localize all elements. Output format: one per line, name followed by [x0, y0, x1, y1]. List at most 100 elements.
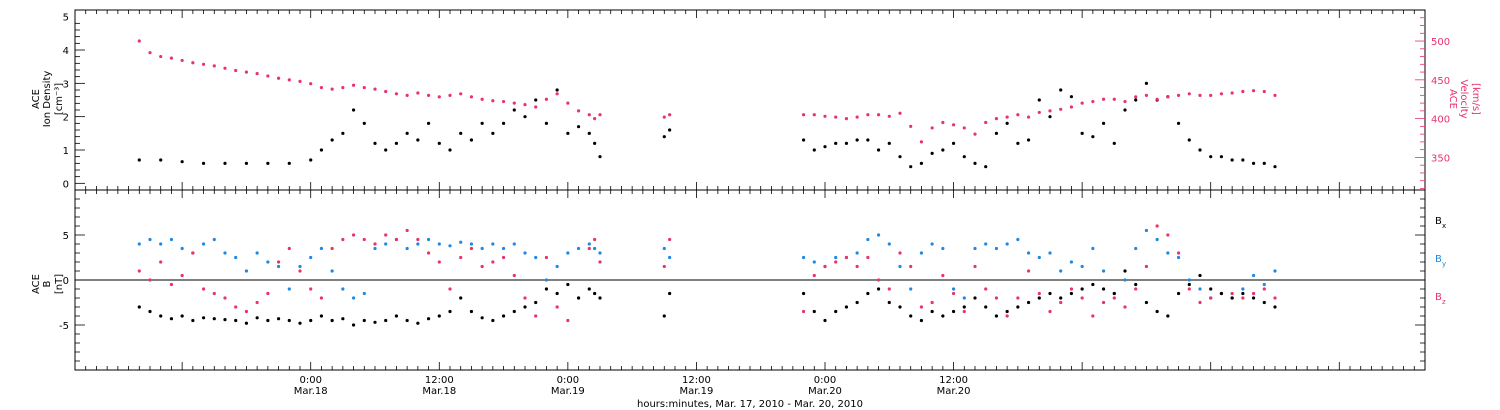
- bz-point: [1251, 291, 1256, 296]
- bz-point: [898, 251, 902, 255]
- velocity-point: [919, 140, 924, 144]
- bx-point: [148, 309, 152, 314]
- velocity-point: [973, 132, 977, 136]
- velocity-point: [501, 99, 506, 104]
- bz-point: [844, 255, 849, 260]
- velocity-point: [866, 113, 870, 117]
- density-point: [593, 141, 597, 145]
- bz-point: [1176, 251, 1181, 255]
- density-point: [662, 135, 666, 139]
- by-point: [1123, 278, 1127, 282]
- bx-point: [1230, 296, 1234, 300]
- bottom-left-label-line1: ACE: [31, 274, 42, 294]
- bx-point: [1241, 291, 1245, 296]
- density-point: [1048, 115, 1052, 119]
- velocity-point: [276, 76, 281, 80]
- legend-bz-sub: z: [1442, 298, 1446, 306]
- velocity-point: [1005, 115, 1009, 119]
- density-point: [1134, 98, 1138, 102]
- density-point: [266, 161, 270, 165]
- bz-point: [930, 300, 934, 305]
- velocity-point: [266, 74, 270, 78]
- velocity-point: [234, 68, 238, 73]
- velocity-point: [1101, 97, 1106, 101]
- velocity-point: [1166, 95, 1170, 99]
- by-point: [1187, 278, 1191, 282]
- bz-point: [159, 260, 163, 264]
- velocity-point: [1059, 107, 1063, 111]
- by-point: [501, 246, 506, 251]
- velocity-point: [1219, 92, 1224, 96]
- top-left-label-line1: ACE: [31, 89, 42, 109]
- velocity-point: [180, 58, 184, 63]
- velocity-point: [330, 87, 334, 91]
- by-point: [234, 255, 238, 260]
- bz-point: [394, 237, 399, 242]
- top-right-label-line2: Velocity: [1458, 79, 1469, 118]
- bx-point: [1048, 291, 1052, 296]
- bz-point: [1134, 287, 1138, 291]
- bx-point: [362, 318, 366, 323]
- by-point: [887, 242, 891, 246]
- bx-point: [919, 318, 924, 323]
- top-left-y-tick-label: 1: [63, 146, 69, 157]
- bottom-left-y-tick-label: -5: [59, 321, 69, 332]
- density-point: [523, 115, 527, 119]
- bz-point: [1026, 269, 1031, 273]
- by-point: [1005, 242, 1009, 246]
- bz-point: [1112, 296, 1116, 300]
- bx-point: [1080, 287, 1084, 291]
- bz-point: [298, 269, 302, 273]
- legend-bz-main: B: [1435, 292, 1442, 303]
- top-left-y-tick-label: 2: [63, 113, 69, 124]
- top-left-label-units: [cm⁻³]: [54, 83, 65, 115]
- velocity-point: [1069, 105, 1074, 109]
- bx-point: [448, 309, 452, 314]
- by-point: [1166, 251, 1170, 255]
- top-right-label-line1: ACE: [1447, 89, 1458, 109]
- by-point: [1037, 255, 1041, 260]
- bx-point: [523, 305, 527, 309]
- by-point: [437, 242, 441, 246]
- velocity-point: [898, 111, 902, 115]
- bx-point: [876, 287, 881, 291]
- by-point: [309, 255, 313, 260]
- by-point: [984, 242, 988, 246]
- density-point: [566, 131, 570, 135]
- bz-point: [448, 287, 452, 291]
- density-point: [384, 148, 388, 152]
- bz-point: [255, 300, 259, 305]
- density-point: [1230, 158, 1234, 162]
- by-point: [1144, 228, 1149, 233]
- bottom-left-label-units: [nT]: [54, 274, 65, 294]
- by-point: [351, 296, 356, 300]
- bz-point: [951, 291, 956, 296]
- velocity-point: [448, 93, 452, 97]
- bx-point: [973, 296, 977, 300]
- x-tick-date-label: Mar.18: [294, 386, 328, 397]
- velocity-point: [469, 95, 474, 99]
- x-tick-time-label: 12:00: [939, 375, 968, 386]
- bz-point: [1037, 291, 1041, 296]
- bx-point: [1262, 300, 1266, 305]
- legend-by: B y: [1435, 254, 1446, 268]
- by-point: [898, 264, 902, 269]
- bz-point: [266, 291, 270, 296]
- density-point: [555, 88, 559, 92]
- by-point: [1251, 273, 1256, 278]
- bx-point: [319, 314, 324, 318]
- density-point: [951, 141, 956, 145]
- velocity-point: [951, 123, 956, 127]
- top-right-label-units: [km/s]: [1470, 83, 1481, 115]
- density-point: [984, 165, 988, 169]
- bz-point: [523, 296, 527, 300]
- density-point: [394, 141, 399, 145]
- bottom-left-label-line2: B: [42, 280, 53, 287]
- velocity-point: [223, 66, 227, 70]
- by-point: [266, 260, 270, 264]
- bx-point: [898, 305, 902, 309]
- velocity-point: [930, 126, 934, 130]
- density-point: [287, 161, 291, 165]
- by-point: [384, 242, 388, 246]
- bz-point: [668, 237, 672, 242]
